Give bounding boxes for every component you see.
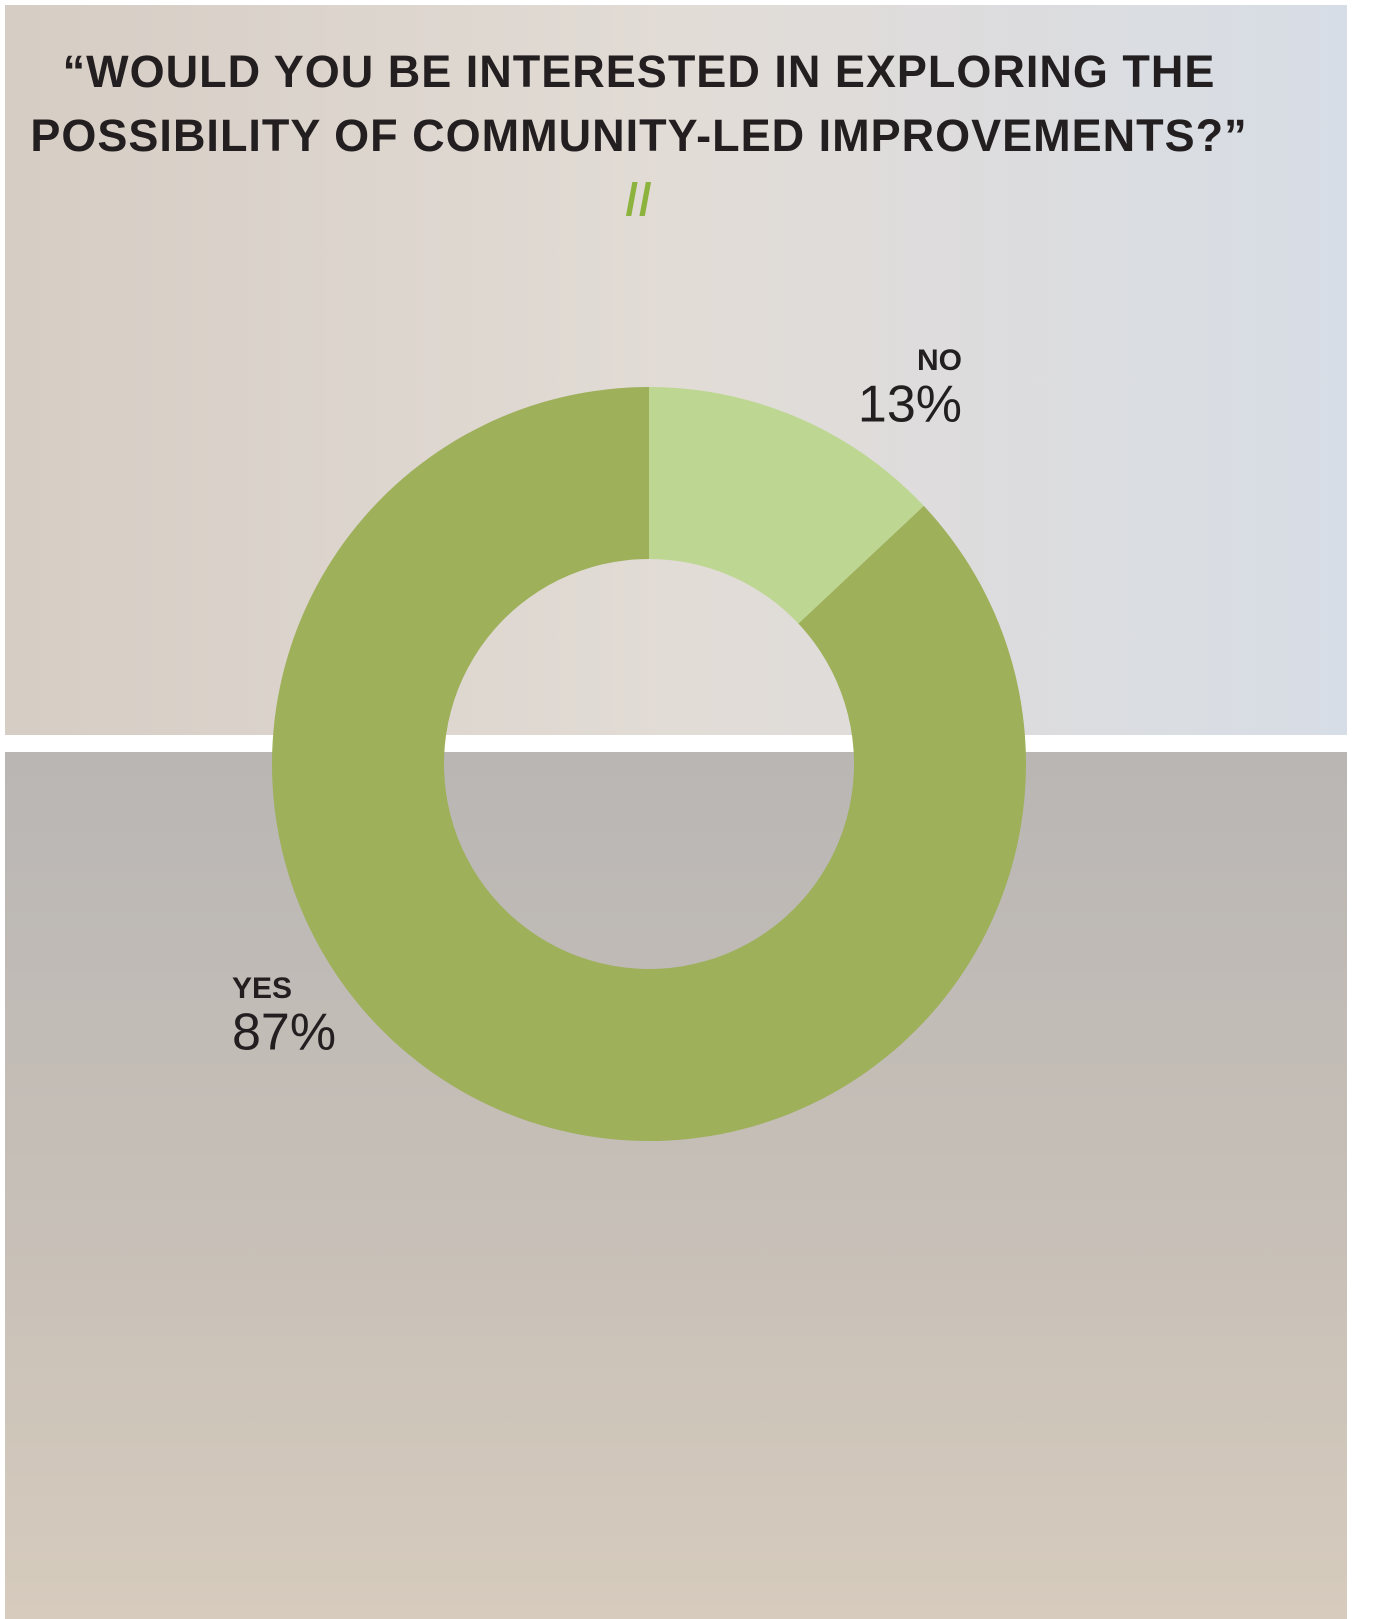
category-label: YES bbox=[232, 972, 292, 1005]
background-photo-bottom bbox=[5, 752, 1347, 1619]
value-label: 87% bbox=[232, 1004, 336, 1062]
donut-slice bbox=[272, 387, 1026, 1141]
category-label: NO bbox=[917, 344, 962, 377]
value-label: 13% bbox=[858, 376, 962, 434]
chart-title: “WOULD YOU BE INTERESTED IN EXPLORING TH… bbox=[30, 46, 1248, 161]
chart-title-block: “WOULD YOU BE INTERESTED IN EXPLORING TH… bbox=[14, 40, 1264, 232]
background-photo-top bbox=[5, 5, 1347, 735]
title-mark: // bbox=[625, 174, 653, 225]
donut-slice bbox=[649, 387, 924, 624]
